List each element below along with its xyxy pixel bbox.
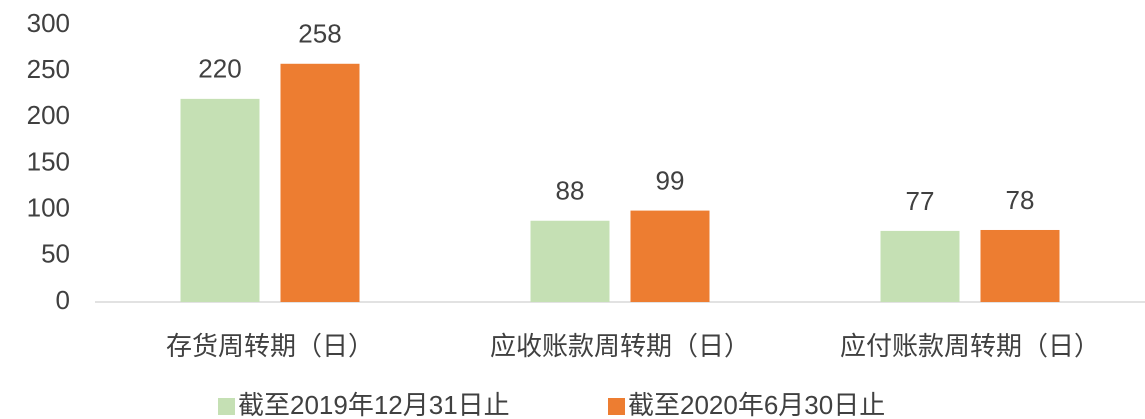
bar (980, 229, 1060, 302)
x-tick-label: 应付账款周转期（日） (840, 331, 1100, 361)
bar (630, 210, 710, 302)
legend-swatch (218, 398, 235, 415)
y-tick-label: 200 (27, 100, 70, 130)
value-label: 99 (656, 165, 685, 195)
bar (180, 98, 260, 302)
y-tick-label: 0 (56, 285, 70, 315)
x-tick-label: 存货周转期（日） (166, 331, 374, 361)
value-label: 258 (298, 19, 341, 49)
bar (880, 230, 960, 302)
value-label: 220 (198, 54, 241, 84)
value-label: 88 (556, 176, 585, 206)
legend-label: 截至2020年6月30日止 (628, 390, 885, 419)
value-label: 78 (1006, 185, 1035, 215)
y-tick-label: 250 (27, 54, 70, 84)
legend-label: 截至2019年12月31日止 (238, 390, 510, 419)
y-tick-label: 50 (41, 239, 70, 269)
y-tick-label: 300 (27, 8, 70, 38)
x-tick-label: 应收账款周转期（日） (490, 331, 750, 361)
value-label: 77 (906, 186, 935, 216)
y-tick-label: 150 (27, 146, 70, 176)
bar (280, 63, 360, 302)
bar (530, 220, 610, 302)
legend-swatch (608, 398, 625, 415)
y-tick-label: 100 (27, 193, 70, 223)
